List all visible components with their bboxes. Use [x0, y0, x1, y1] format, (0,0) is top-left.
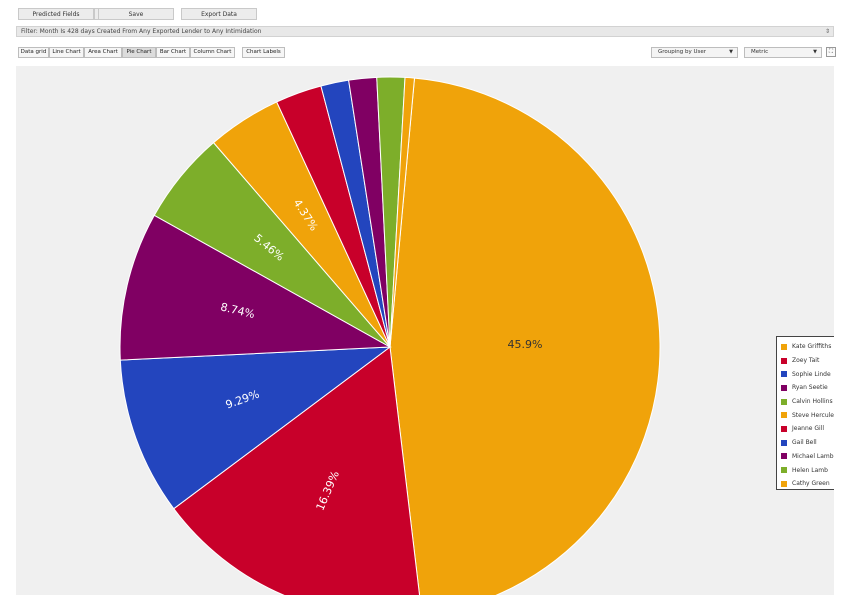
chevron-down-icon: ▼	[813, 49, 817, 55]
pie-chart: 45.9%16.39%9.29%8.74%5.46%4.37%	[119, 76, 661, 595]
legend-item[interactable]: Michael Lamb	[777, 450, 834, 464]
legend-label: Zoey Tait	[792, 357, 820, 365]
pie-slice[interactable]	[389, 77, 661, 595]
legend-label: Steve Hercules	[792, 411, 834, 419]
filter-bar[interactable]: Filter: Month Is 428 days Created From A…	[16, 26, 834, 37]
legend-item[interactable]: Steve Hercules	[777, 408, 834, 422]
legend-label: Michael Lamb	[792, 452, 834, 460]
legend-swatch	[781, 412, 787, 419]
legend-swatch	[781, 467, 787, 474]
fullscreen-icon[interactable]: ⛶	[826, 47, 836, 57]
metric-select-value: Metric	[751, 49, 769, 55]
pie-slice[interactable]	[119, 214, 392, 361]
legend-item[interactable]: Sophie Linde	[777, 367, 834, 381]
legend-label: Cathy Green	[792, 480, 830, 488]
tab-column-chart[interactable]: Column Chart	[190, 47, 235, 58]
legend-label: Ryan Seetie	[792, 384, 828, 392]
legend-swatch	[781, 343, 787, 350]
legend-item[interactable]: Kate Griffiths	[777, 340, 834, 354]
chart-legend: Kate Griffiths Zoey Tait Sophie Linde Ryan …	[776, 336, 834, 490]
tab-bar-chart[interactable]: Bar Chart	[156, 47, 190, 58]
legend-label: Sophie Linde	[792, 370, 831, 378]
tab-data-grid[interactable]: Data grid	[18, 47, 49, 58]
legend-swatch	[781, 453, 787, 460]
pie-slice[interactable]	[119, 346, 392, 510]
legend-swatch	[781, 439, 787, 446]
pie-slice[interactable]	[389, 76, 416, 348]
save-button[interactable]: Save	[98, 8, 174, 20]
legend-label: Jeanne Gill	[792, 425, 824, 433]
export-data-button[interactable]: Export Data	[181, 8, 257, 20]
legend-item[interactable]: Gail Bell	[777, 436, 834, 450]
legend-swatch	[781, 357, 787, 364]
grouping-select[interactable]: Grouping by User ▼	[651, 47, 738, 58]
tab-pie-chart[interactable]: Pie Chart	[122, 47, 156, 58]
legend-label: Gail Bell	[792, 439, 817, 447]
pie-slice[interactable]	[173, 346, 422, 595]
legend-item[interactable]: Jeanne Gill	[777, 422, 834, 436]
chevron-down-icon: ▼	[729, 49, 733, 55]
chevron-expand-icon[interactable]: ⇕	[824, 28, 830, 35]
predicted-fields-button[interactable]: Predicted Fields	[18, 8, 94, 20]
legend-item[interactable]: Helen Lamb	[777, 463, 834, 477]
tab-area-chart[interactable]: Area Chart	[84, 47, 122, 58]
metric-select[interactable]: Metric ▼	[744, 47, 822, 58]
grouping-select-value: Grouping by User	[658, 49, 707, 55]
legend-item[interactable]: Cathy Green	[777, 477, 834, 491]
legend-label: Kate Griffiths	[792, 343, 832, 351]
tab-line-chart[interactable]: Line Chart	[49, 47, 84, 58]
legend-swatch	[781, 371, 787, 378]
slice-label: 45.9%	[508, 338, 543, 351]
chart-labels-button[interactable]: Chart Labels	[242, 47, 285, 58]
legend-label: Helen Lamb	[792, 466, 828, 474]
legend-label: Calvin Hollins	[792, 398, 833, 406]
legend-swatch	[781, 384, 787, 391]
legend-item[interactable]: Ryan Seetie	[777, 381, 834, 395]
legend-swatch	[781, 398, 787, 405]
filter-text: Filter: Month Is 428 days Created From A…	[21, 28, 262, 35]
legend-item[interactable]: Calvin Hollins	[777, 395, 834, 409]
chart-area: 45.9% 16.39% 9.29% 8.74% 5.46% 4.37% Kate Gri…	[16, 66, 834, 595]
legend-swatch	[781, 480, 787, 487]
legend-item[interactable]: Zoey Tait	[777, 354, 834, 368]
legend-swatch	[781, 425, 787, 432]
